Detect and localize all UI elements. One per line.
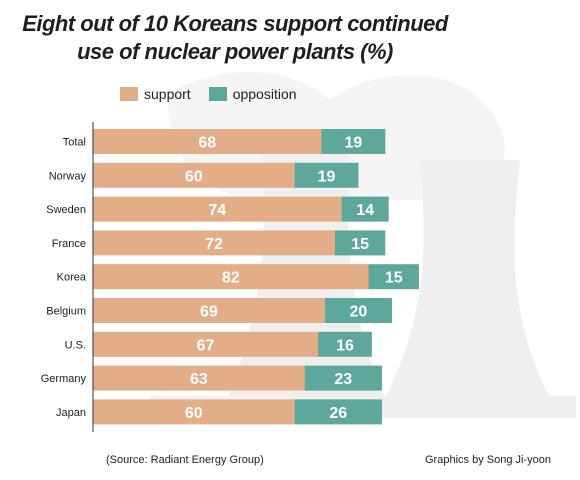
bar-support-total: [93, 129, 322, 154]
category-labels-group: Total Norway Sweden France Korea Belgium U.S. G…: [41, 137, 87, 419]
data-label: 19: [345, 135, 363, 152]
bar-support-korea: [93, 264, 369, 290]
bar-support-sweden: [93, 196, 342, 222]
bar-opposition-germany: [304, 365, 382, 391]
data-label: 63: [190, 371, 208, 388]
category-label: France: [52, 238, 86, 250]
data-label: 60: [185, 168, 203, 185]
category-label: Total: [63, 137, 86, 149]
bar-opposition-total: [321, 129, 386, 154]
bar-support-france: [93, 230, 335, 256]
category-label: Sweden: [46, 204, 86, 216]
data-label: 15: [351, 236, 369, 253]
legend-label-opposition: opposition: [232, 86, 297, 102]
chart-title-line-1: Eight out of 10 Koreans support continue…: [22, 11, 448, 36]
data-label: 74: [208, 202, 226, 219]
data-label: 23: [334, 371, 352, 388]
source-note: (Source: Radiant Energy Group): [106, 454, 264, 466]
data-label: 60: [185, 405, 203, 422]
bar-opposition-france: [334, 230, 386, 256]
bars-group: 68 19 60 19 74 14 72 15 82 15 69 20 67 16 63 23 60 26: [93, 129, 419, 425]
bar-support-norway: [93, 162, 295, 188]
legend-swatch-support: [120, 87, 138, 101]
bar-opposition-belgium: [324, 298, 393, 323]
chart-title-line-2: use of nuclear power plants (%): [77, 39, 393, 64]
data-label: 14: [356, 202, 374, 219]
data-label: 67: [197, 337, 215, 354]
category-label: Japan: [56, 407, 86, 419]
data-label: 15: [385, 270, 403, 287]
bar-opposition-norway: [294, 162, 359, 188]
legend-swatch-opposition: [208, 87, 227, 101]
data-label: 72: [205, 236, 223, 253]
legend-label-support: support: [144, 86, 191, 102]
bar-opposition-japan: [294, 399, 382, 425]
category-label: Korea: [57, 272, 87, 284]
chart-title: Eight out of 10 Koreans support continue…: [0, 10, 470, 66]
data-label: 16: [336, 337, 354, 354]
category-label: U.S.: [65, 339, 86, 351]
bar-support-us: [93, 331, 319, 357]
graphics-credit: Graphics by Song Ji-yoon: [425, 454, 551, 466]
bar-support-japan: [93, 399, 295, 425]
data-label: 69: [200, 304, 218, 321]
category-label: Germany: [41, 373, 87, 385]
bar-support-germany: [93, 365, 305, 391]
cooling-tower-right: [385, 160, 550, 398]
data-label: 20: [350, 304, 368, 321]
legend: support opposition: [120, 86, 315, 102]
category-label: Norway: [49, 170, 87, 182]
bar-opposition-sweden: [341, 196, 389, 222]
data-label: 19: [318, 168, 336, 185]
bar-opposition-us: [318, 331, 372, 357]
data-label: 82: [222, 270, 240, 287]
bar-opposition-korea: [368, 264, 419, 290]
category-label: Belgium: [46, 306, 86, 318]
bar-support-belgium: [93, 298, 325, 323]
data-label: 26: [329, 405, 347, 422]
data-label: 68: [198, 135, 216, 152]
